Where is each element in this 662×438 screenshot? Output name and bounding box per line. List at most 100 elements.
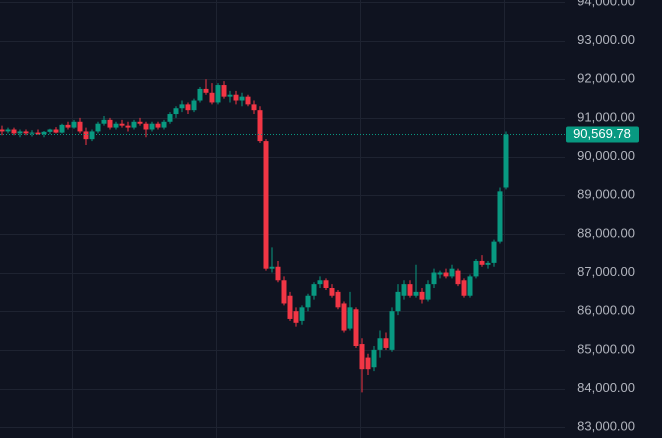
candle-body xyxy=(419,291,425,300)
candle-body xyxy=(131,121,137,128)
candle-body xyxy=(11,129,17,134)
candle-body xyxy=(149,123,155,130)
y-tick-label: 84,000.00 xyxy=(577,380,635,395)
candle-body xyxy=(329,288,335,296)
candle-body xyxy=(113,123,119,128)
candle-body xyxy=(467,276,473,296)
candle-body xyxy=(317,280,323,285)
candle-body xyxy=(77,121,83,132)
y-tick-label: 85,000.00 xyxy=(577,341,635,356)
candle-body xyxy=(137,121,143,124)
candle-body xyxy=(323,280,329,289)
candle-body xyxy=(455,270,461,285)
candle-body xyxy=(17,131,23,134)
candle-body xyxy=(173,108,179,115)
candle-body xyxy=(221,85,227,97)
candle-body xyxy=(335,291,341,308)
candle-body xyxy=(89,131,95,140)
candle-body xyxy=(341,303,347,331)
candle-body xyxy=(209,92,215,103)
candle-body xyxy=(197,88,203,101)
candle-body xyxy=(203,88,209,93)
candle-body xyxy=(83,131,89,140)
candle-body xyxy=(47,129,53,132)
candle-body xyxy=(437,272,443,275)
candle-body xyxy=(365,357,371,370)
y-tick-label: 90,000.00 xyxy=(577,148,635,163)
candle-body xyxy=(389,311,395,350)
candle-body xyxy=(155,123,161,128)
candle-body xyxy=(503,134,509,188)
candle-body xyxy=(5,129,11,132)
candle-body xyxy=(281,280,287,304)
candle-body xyxy=(479,260,485,265)
candle-body xyxy=(95,123,101,132)
candle-body xyxy=(35,132,41,135)
y-tick-label: 87,000.00 xyxy=(577,264,635,279)
y-tick-label: 93,000.00 xyxy=(577,32,635,47)
candle-body xyxy=(179,104,185,109)
candle-body xyxy=(0,129,5,132)
candle-body xyxy=(287,295,293,319)
candle-body xyxy=(257,110,263,142)
vertical-grid xyxy=(72,0,505,438)
candle-body xyxy=(41,131,47,135)
candle-body xyxy=(167,114,173,122)
candle-body xyxy=(491,241,497,263)
candle-body xyxy=(473,260,479,277)
candle-body xyxy=(107,119,113,128)
candle-body xyxy=(407,284,413,296)
candle-body xyxy=(233,94,239,101)
candle-body xyxy=(425,284,431,300)
candle-body xyxy=(461,280,467,296)
candle-body xyxy=(293,311,299,323)
candle-body xyxy=(29,132,35,134)
candle-body xyxy=(443,272,449,277)
y-tick-label: 89,000.00 xyxy=(577,187,635,202)
candle-body xyxy=(383,338,389,348)
candle-body xyxy=(497,191,503,242)
candle-body xyxy=(275,266,281,281)
candle-body xyxy=(65,124,71,128)
y-tick-label: 92,000.00 xyxy=(577,71,635,86)
candle-body xyxy=(119,123,125,126)
candle-body xyxy=(347,307,353,329)
candle-body xyxy=(215,85,221,103)
y-tick-label: 86,000.00 xyxy=(577,303,635,318)
candle-body xyxy=(53,129,59,133)
candle-body xyxy=(71,121,77,128)
candle-body xyxy=(431,272,437,285)
candle-body xyxy=(227,94,233,97)
candle-body xyxy=(23,131,29,134)
candle-body xyxy=(359,344,365,370)
candle-body xyxy=(239,96,245,101)
last-price-label: 90,569.78 xyxy=(573,126,631,141)
candle-body xyxy=(485,262,491,265)
candle-body xyxy=(161,121,167,128)
candle-body xyxy=(185,104,191,111)
y-tick-label: 94,000.00 xyxy=(577,0,635,8)
candle-body xyxy=(299,307,305,321)
candle-body xyxy=(245,96,251,105)
last-price-box xyxy=(566,126,639,143)
candle-body xyxy=(59,124,65,133)
candle-body xyxy=(401,284,407,296)
y-tick-label: 88,000.00 xyxy=(577,225,635,240)
candle-body xyxy=(449,268,455,277)
candle-body xyxy=(371,349,377,368)
candle-body xyxy=(269,266,275,269)
candle-body xyxy=(311,284,317,296)
candle-body xyxy=(191,100,197,111)
candle-body xyxy=(143,123,149,130)
candle-body xyxy=(251,104,257,111)
y-tick-label: 91,000.00 xyxy=(577,109,635,124)
candle-body xyxy=(395,291,401,312)
candle-body xyxy=(101,119,107,124)
candle-body xyxy=(305,295,311,308)
candle-body xyxy=(377,338,383,350)
candle-body xyxy=(353,309,359,346)
candle-body xyxy=(263,141,269,269)
